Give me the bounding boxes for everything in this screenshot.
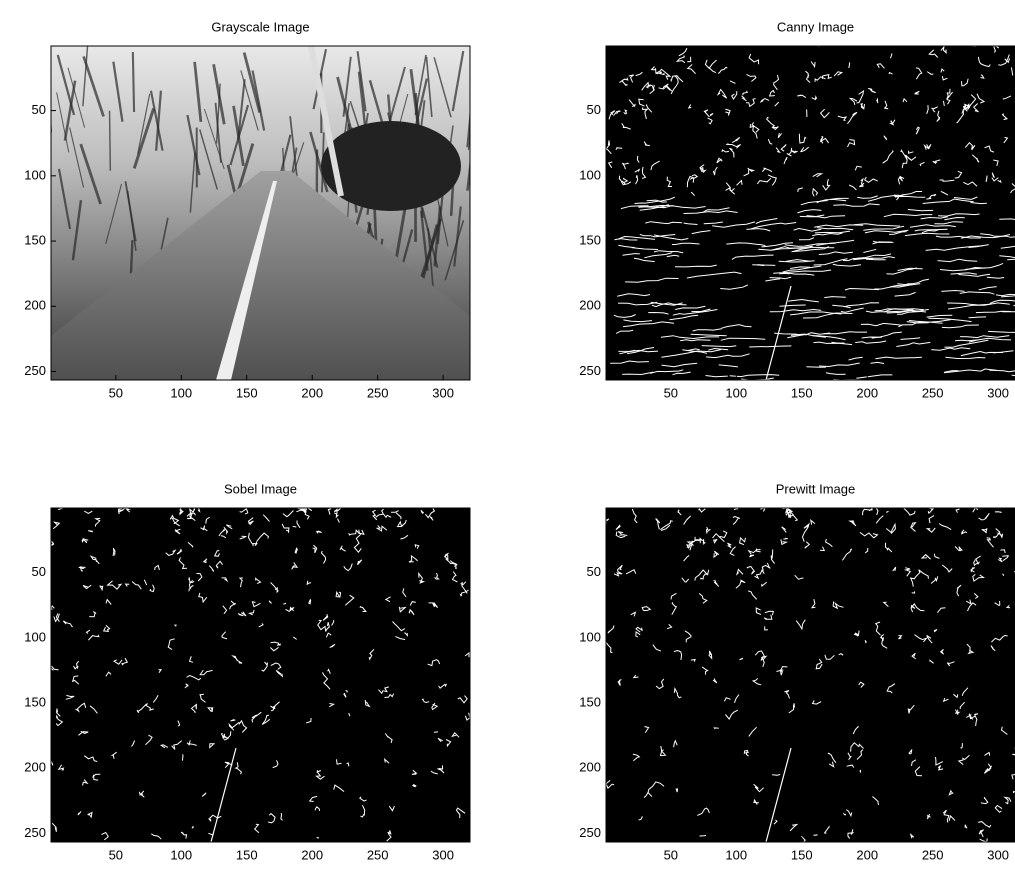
image — [606, 508, 1015, 842]
edge — [700, 835, 707, 836]
y-tick-label: 250 — [579, 363, 601, 378]
x-tick-label: 250 — [367, 385, 389, 400]
image — [51, 508, 470, 842]
figure: Grayscale Image 50 100 150 200 250 300 50 100 150… — [0, 0, 1015, 871]
x-tick-label: 100 — [170, 385, 192, 400]
edge — [944, 101, 945, 106]
y-tick-label: 50 — [587, 102, 601, 117]
y-tick-label: 100 — [579, 629, 601, 644]
subplot: Grayscale Image 50 100 150 200 250 300 50 100 150… — [24, 19, 474, 400]
subplot-title: Sobel Image — [224, 481, 297, 496]
y-tick-label: 250 — [24, 825, 46, 840]
x-tick-label: 100 — [725, 385, 747, 400]
y-tick-label: 150 — [579, 232, 601, 247]
y-tick-label: 250 — [579, 825, 601, 840]
x-tick-label: 150 — [791, 847, 813, 862]
x-tick-label: 50 — [109, 385, 123, 400]
subplot: Prewitt Image 50 100 150 200 250 300 50 100 150 20… — [579, 481, 1015, 862]
image — [606, 46, 1015, 380]
y-tick-label: 150 — [24, 694, 46, 709]
x-tick-label: 50 — [109, 847, 123, 862]
x-tick-label: 300 — [432, 847, 454, 862]
y-tick-label: 200 — [579, 760, 601, 775]
y-tick-label: 150 — [24, 232, 46, 247]
x-tick-label: 300 — [987, 385, 1009, 400]
x-tick-label: 200 — [856, 385, 878, 400]
x-tick-label: 150 — [236, 847, 258, 862]
image — [43, 46, 475, 380]
tree-branch — [110, 111, 111, 171]
edge — [866, 259, 886, 260]
y-tick-label: 50 — [32, 564, 46, 579]
x-tick-label: 150 — [791, 385, 813, 400]
image-background — [51, 508, 470, 842]
y-tick-label: 100 — [24, 629, 46, 644]
subplot: Sobel Image 50 100 150 200 250 300 50 100 150 200 2… — [24, 481, 470, 862]
y-tick-label: 100 — [579, 167, 601, 182]
subplot-title: Grayscale Image — [211, 19, 309, 34]
x-tick-label: 250 — [922, 385, 944, 400]
subplot-title: Canny Image — [777, 19, 854, 34]
bushes — [321, 121, 461, 211]
x-tick-label: 150 — [236, 385, 258, 400]
y-tick-label: 50 — [587, 564, 601, 579]
x-tick-label: 50 — [664, 385, 678, 400]
x-tick-label: 50 — [664, 847, 678, 862]
x-tick-label: 100 — [725, 847, 747, 862]
x-tick-label: 250 — [367, 847, 389, 862]
y-tick-label: 200 — [24, 298, 46, 313]
y-tick-label: 100 — [24, 167, 46, 182]
y-tick-label: 200 — [24, 760, 46, 775]
x-tick-label: 250 — [922, 847, 944, 862]
x-tick-label: 100 — [170, 847, 192, 862]
edge — [183, 754, 184, 760]
image-background — [606, 46, 1015, 380]
y-tick-label: 150 — [579, 694, 601, 709]
image-background — [606, 508, 1015, 842]
y-tick-label: 200 — [579, 298, 601, 313]
x-tick-label: 200 — [301, 385, 323, 400]
tree-branch — [133, 52, 134, 112]
x-tick-label: 200 — [856, 847, 878, 862]
edge — [293, 526, 297, 527]
x-tick-label: 300 — [987, 847, 1009, 862]
x-tick-label: 300 — [432, 385, 454, 400]
subplot: Canny Image 50 100 150 200 250 300 50 100 150 200 2… — [579, 19, 1015, 400]
x-tick-label: 200 — [301, 847, 323, 862]
y-tick-label: 50 — [32, 102, 46, 117]
y-tick-label: 250 — [24, 363, 46, 378]
subplot-title: Prewitt Image — [776, 481, 855, 496]
